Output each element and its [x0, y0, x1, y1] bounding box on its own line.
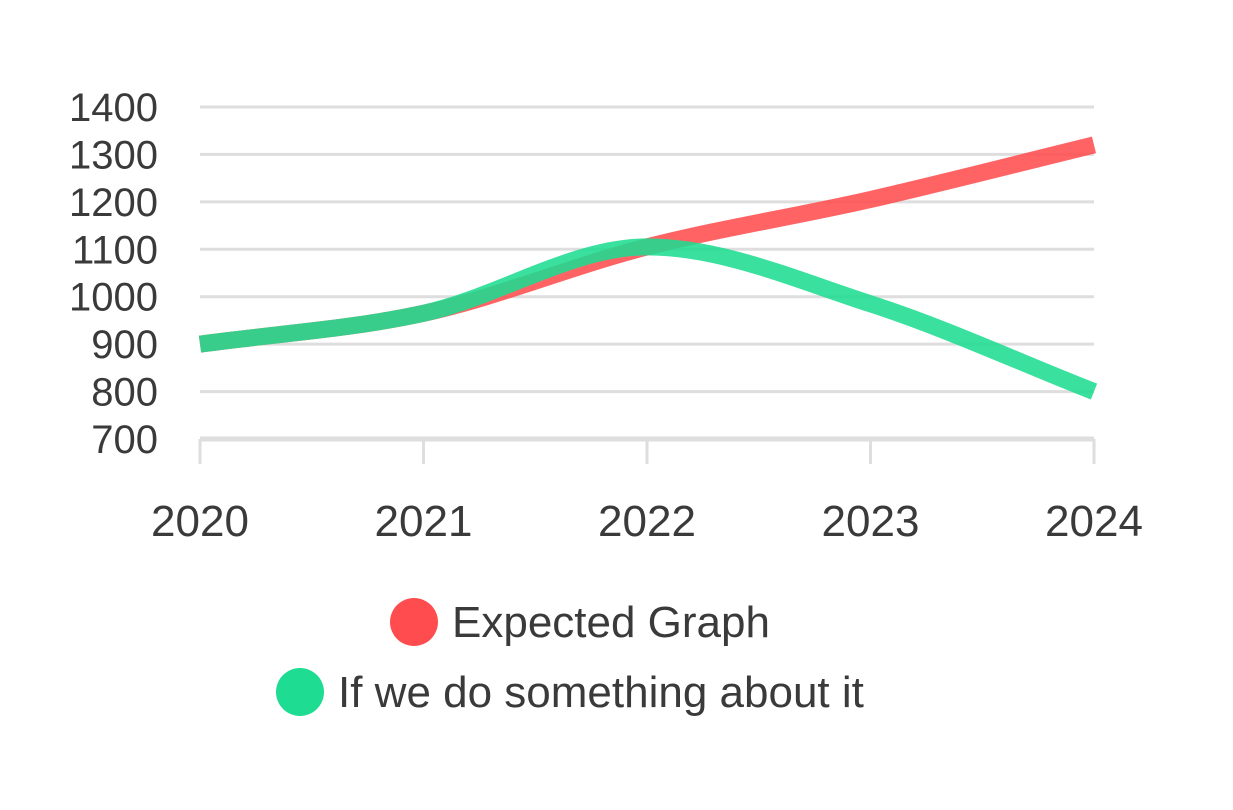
x-tick-label: 2022 [598, 497, 696, 546]
gridlines [200, 105, 1094, 442]
y-tick-label: 1100 [72, 228, 158, 272]
legend-marker [390, 598, 438, 646]
legend-label: Expected Graph [452, 598, 770, 647]
legend-item-1[interactable]: Expected Graph [390, 598, 770, 647]
y-tick-label: 1200 [69, 181, 158, 225]
x-tick-label: 2023 [822, 497, 920, 546]
y-tick-label: 1300 [69, 133, 158, 177]
x-axis: 2020 2021 2022 2023 2024 [151, 439, 1143, 546]
y-tick-label: 800 [91, 371, 158, 415]
y-tick-label: 900 [91, 323, 158, 367]
legend-item-2[interactable]: If we do something about it [276, 668, 864, 717]
x-tick-label: 2024 [1045, 497, 1143, 546]
y-tick-label: 1400 [69, 86, 158, 130]
series-lines [198, 136, 1098, 400]
legend: Expected Graph If we do something about i… [276, 598, 864, 717]
legend-marker [276, 668, 324, 716]
series-line-2 [198, 238, 1098, 400]
y-tick-label: 700 [91, 418, 158, 462]
y-tick-label: 1000 [69, 276, 158, 320]
legend-label: If we do something about it [338, 668, 864, 717]
x-tick-label: 2021 [375, 497, 473, 546]
x-tick-label: 2020 [151, 497, 249, 546]
